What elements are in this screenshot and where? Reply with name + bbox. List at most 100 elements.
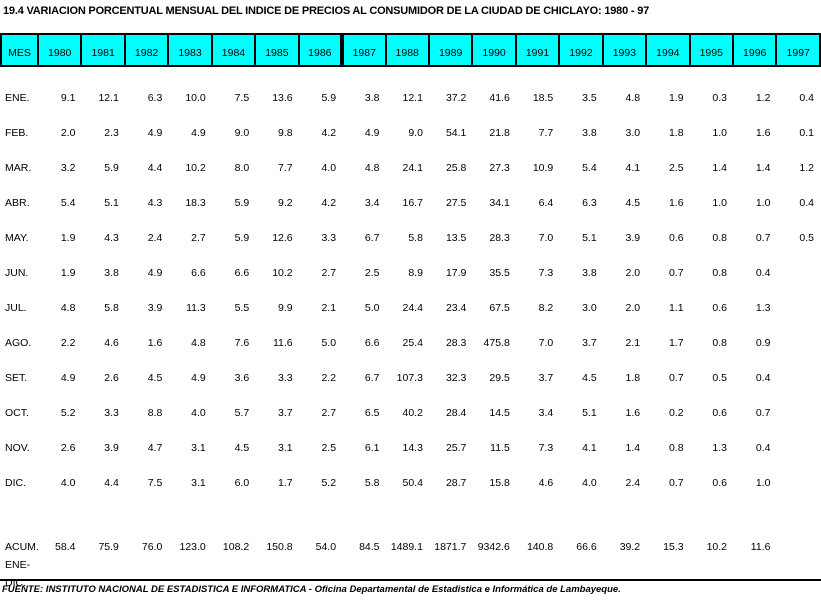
summary-value-cell: 54.0 xyxy=(315,541,337,553)
column-header-1991: 1991 xyxy=(514,33,561,67)
value-cell: 4.8 xyxy=(364,161,380,174)
column-header-1981: 1981 xyxy=(80,33,126,67)
spacer-cell xyxy=(1,500,820,538)
value-cell: 28.3 xyxy=(489,231,510,244)
row-label: ENE. xyxy=(5,91,30,104)
value-cell: 4.8 xyxy=(60,301,76,314)
value-cell: 2.6 xyxy=(104,371,119,384)
value-cell: 4.8 xyxy=(191,336,206,349)
row-label: JUN. xyxy=(5,266,29,279)
column-header-1994: 1994 xyxy=(645,33,691,67)
value-cell: 4.9 xyxy=(364,126,380,139)
value-cell: 1.6 xyxy=(625,406,641,419)
value-cell: 3.7 xyxy=(278,406,293,419)
table-row-set: SET. 4.9 2.6 4.5 4.9 3.6 3.3 2.2 6.7 107.3 32.3 29.… xyxy=(1,360,820,395)
value-cell: 5.4 xyxy=(582,161,597,174)
value-cell: 7.6 xyxy=(234,336,250,349)
value-cell: 4.0 xyxy=(321,161,337,174)
value-cell: 2.0 xyxy=(625,266,641,279)
value-cell: 7.0 xyxy=(538,231,554,244)
value-cell: 28.7 xyxy=(445,476,467,489)
column-header-1988: 1988 xyxy=(384,33,430,67)
summary-value-cell: 84.5 xyxy=(359,541,380,553)
value-cell: 1.6 xyxy=(668,196,684,209)
value-cell: 5.9 xyxy=(321,91,337,104)
value-cell: 4.9 xyxy=(147,266,163,279)
value-cell: 0.5 xyxy=(799,231,814,244)
value-cell: 3.8 xyxy=(582,266,597,279)
value-cell: 14.3 xyxy=(402,441,423,454)
value-cell: 5.5 xyxy=(234,301,250,314)
value-cell: 4.0 xyxy=(191,406,206,419)
value-cell: 6.6 xyxy=(234,266,250,279)
value-cell: 0.6 xyxy=(712,476,727,489)
value-cell xyxy=(776,430,820,465)
summary-value-cell: 58.4 xyxy=(55,541,76,553)
value-cell: 10.2 xyxy=(272,266,293,279)
summary-value-cell: 140.8 xyxy=(526,541,554,553)
value-cell xyxy=(776,255,820,290)
column-header-1982: 1982 xyxy=(123,33,170,67)
row-label: MAR. xyxy=(5,161,32,174)
summary-value-cell: 108.2 xyxy=(222,541,250,553)
value-cell: 5.0 xyxy=(321,336,337,349)
value-cell: 8.2 xyxy=(538,301,554,314)
value-cell: 7.5 xyxy=(234,91,250,104)
value-cell: 2.0 xyxy=(60,126,76,139)
value-cell: 6.3 xyxy=(147,91,163,104)
value-cell: 24.1 xyxy=(402,161,423,174)
value-cell: 0.8 xyxy=(712,231,727,244)
value-cell: 2.5 xyxy=(321,441,337,454)
value-cell: 41.6 xyxy=(489,91,510,104)
summary-value-cell: 76.0 xyxy=(141,541,163,553)
row-label: FEB. xyxy=(5,126,29,139)
value-cell: 2.5 xyxy=(668,161,684,174)
value-cell: 0.1 xyxy=(799,126,814,139)
source-text: FUENTE: INSTITUTO NACIONAL DE ESTADISTIC… xyxy=(2,584,621,595)
value-cell: 6.7 xyxy=(364,371,380,384)
value-cell xyxy=(776,290,820,325)
value-cell: 6.7 xyxy=(364,231,380,244)
value-cell: 7.5 xyxy=(147,476,163,489)
value-cell: 0.6 xyxy=(668,231,684,244)
value-cell: 9.0 xyxy=(408,126,423,139)
value-cell: 1.2 xyxy=(755,91,771,104)
value-cell: 4.8 xyxy=(625,91,641,104)
value-cell: 9.8 xyxy=(278,126,293,139)
value-cell: 5.7 xyxy=(234,406,250,419)
value-cell: 11.3 xyxy=(186,301,206,314)
table-row-jun: JUN. 1.9 3.8 4.9 6.6 6.6 10.2 2.7 2.5 8.9 17.9 35.5… xyxy=(1,255,820,290)
page-title: 19.4 VARIACION PORCENTUAL MENSUAL DEL IN… xyxy=(3,5,650,17)
value-cell: 2.1 xyxy=(625,336,641,349)
value-cell: 7.0 xyxy=(538,336,554,349)
value-cell: 2.7 xyxy=(321,266,337,279)
spacer-row xyxy=(1,500,820,538)
value-cell: 2.3 xyxy=(104,126,119,139)
table-row-abr: ABR. 5.4 5.1 4.3 18.3 5.9 9.2 4.2 3.4 16.7 27.5 34.… xyxy=(1,185,820,220)
value-cell: 3.6 xyxy=(234,371,250,384)
value-cell: 32.3 xyxy=(445,371,467,384)
column-header-mes: MES xyxy=(0,33,39,67)
value-cell: 6.6 xyxy=(364,336,380,349)
value-cell: 107.3 xyxy=(396,371,423,384)
value-cell: 9.9 xyxy=(278,301,293,314)
value-cell: 18.5 xyxy=(532,91,554,104)
value-cell: 0.3 xyxy=(712,91,727,104)
value-cell: 4.5 xyxy=(625,196,641,209)
value-cell: 12.1 xyxy=(402,91,423,104)
value-cell: 1.4 xyxy=(755,161,771,174)
value-cell: 4.4 xyxy=(147,161,163,174)
value-cell: 2.1 xyxy=(321,301,337,314)
value-cell: 5.8 xyxy=(408,231,423,244)
summary-label-line1: ACUM. xyxy=(5,541,38,553)
value-cell: 5.8 xyxy=(364,476,380,489)
value-cell: 1.7 xyxy=(668,336,684,349)
value-cell: 1.0 xyxy=(712,196,727,209)
value-cell: 3.0 xyxy=(582,301,597,314)
value-cell: 2.0 xyxy=(625,301,641,314)
value-cell: 4.2 xyxy=(321,126,337,139)
value-cell: 2.5 xyxy=(364,266,380,279)
value-cell: 6.6 xyxy=(191,266,206,279)
value-cell: 23.4 xyxy=(445,301,467,314)
value-cell: 13.6 xyxy=(272,91,293,104)
